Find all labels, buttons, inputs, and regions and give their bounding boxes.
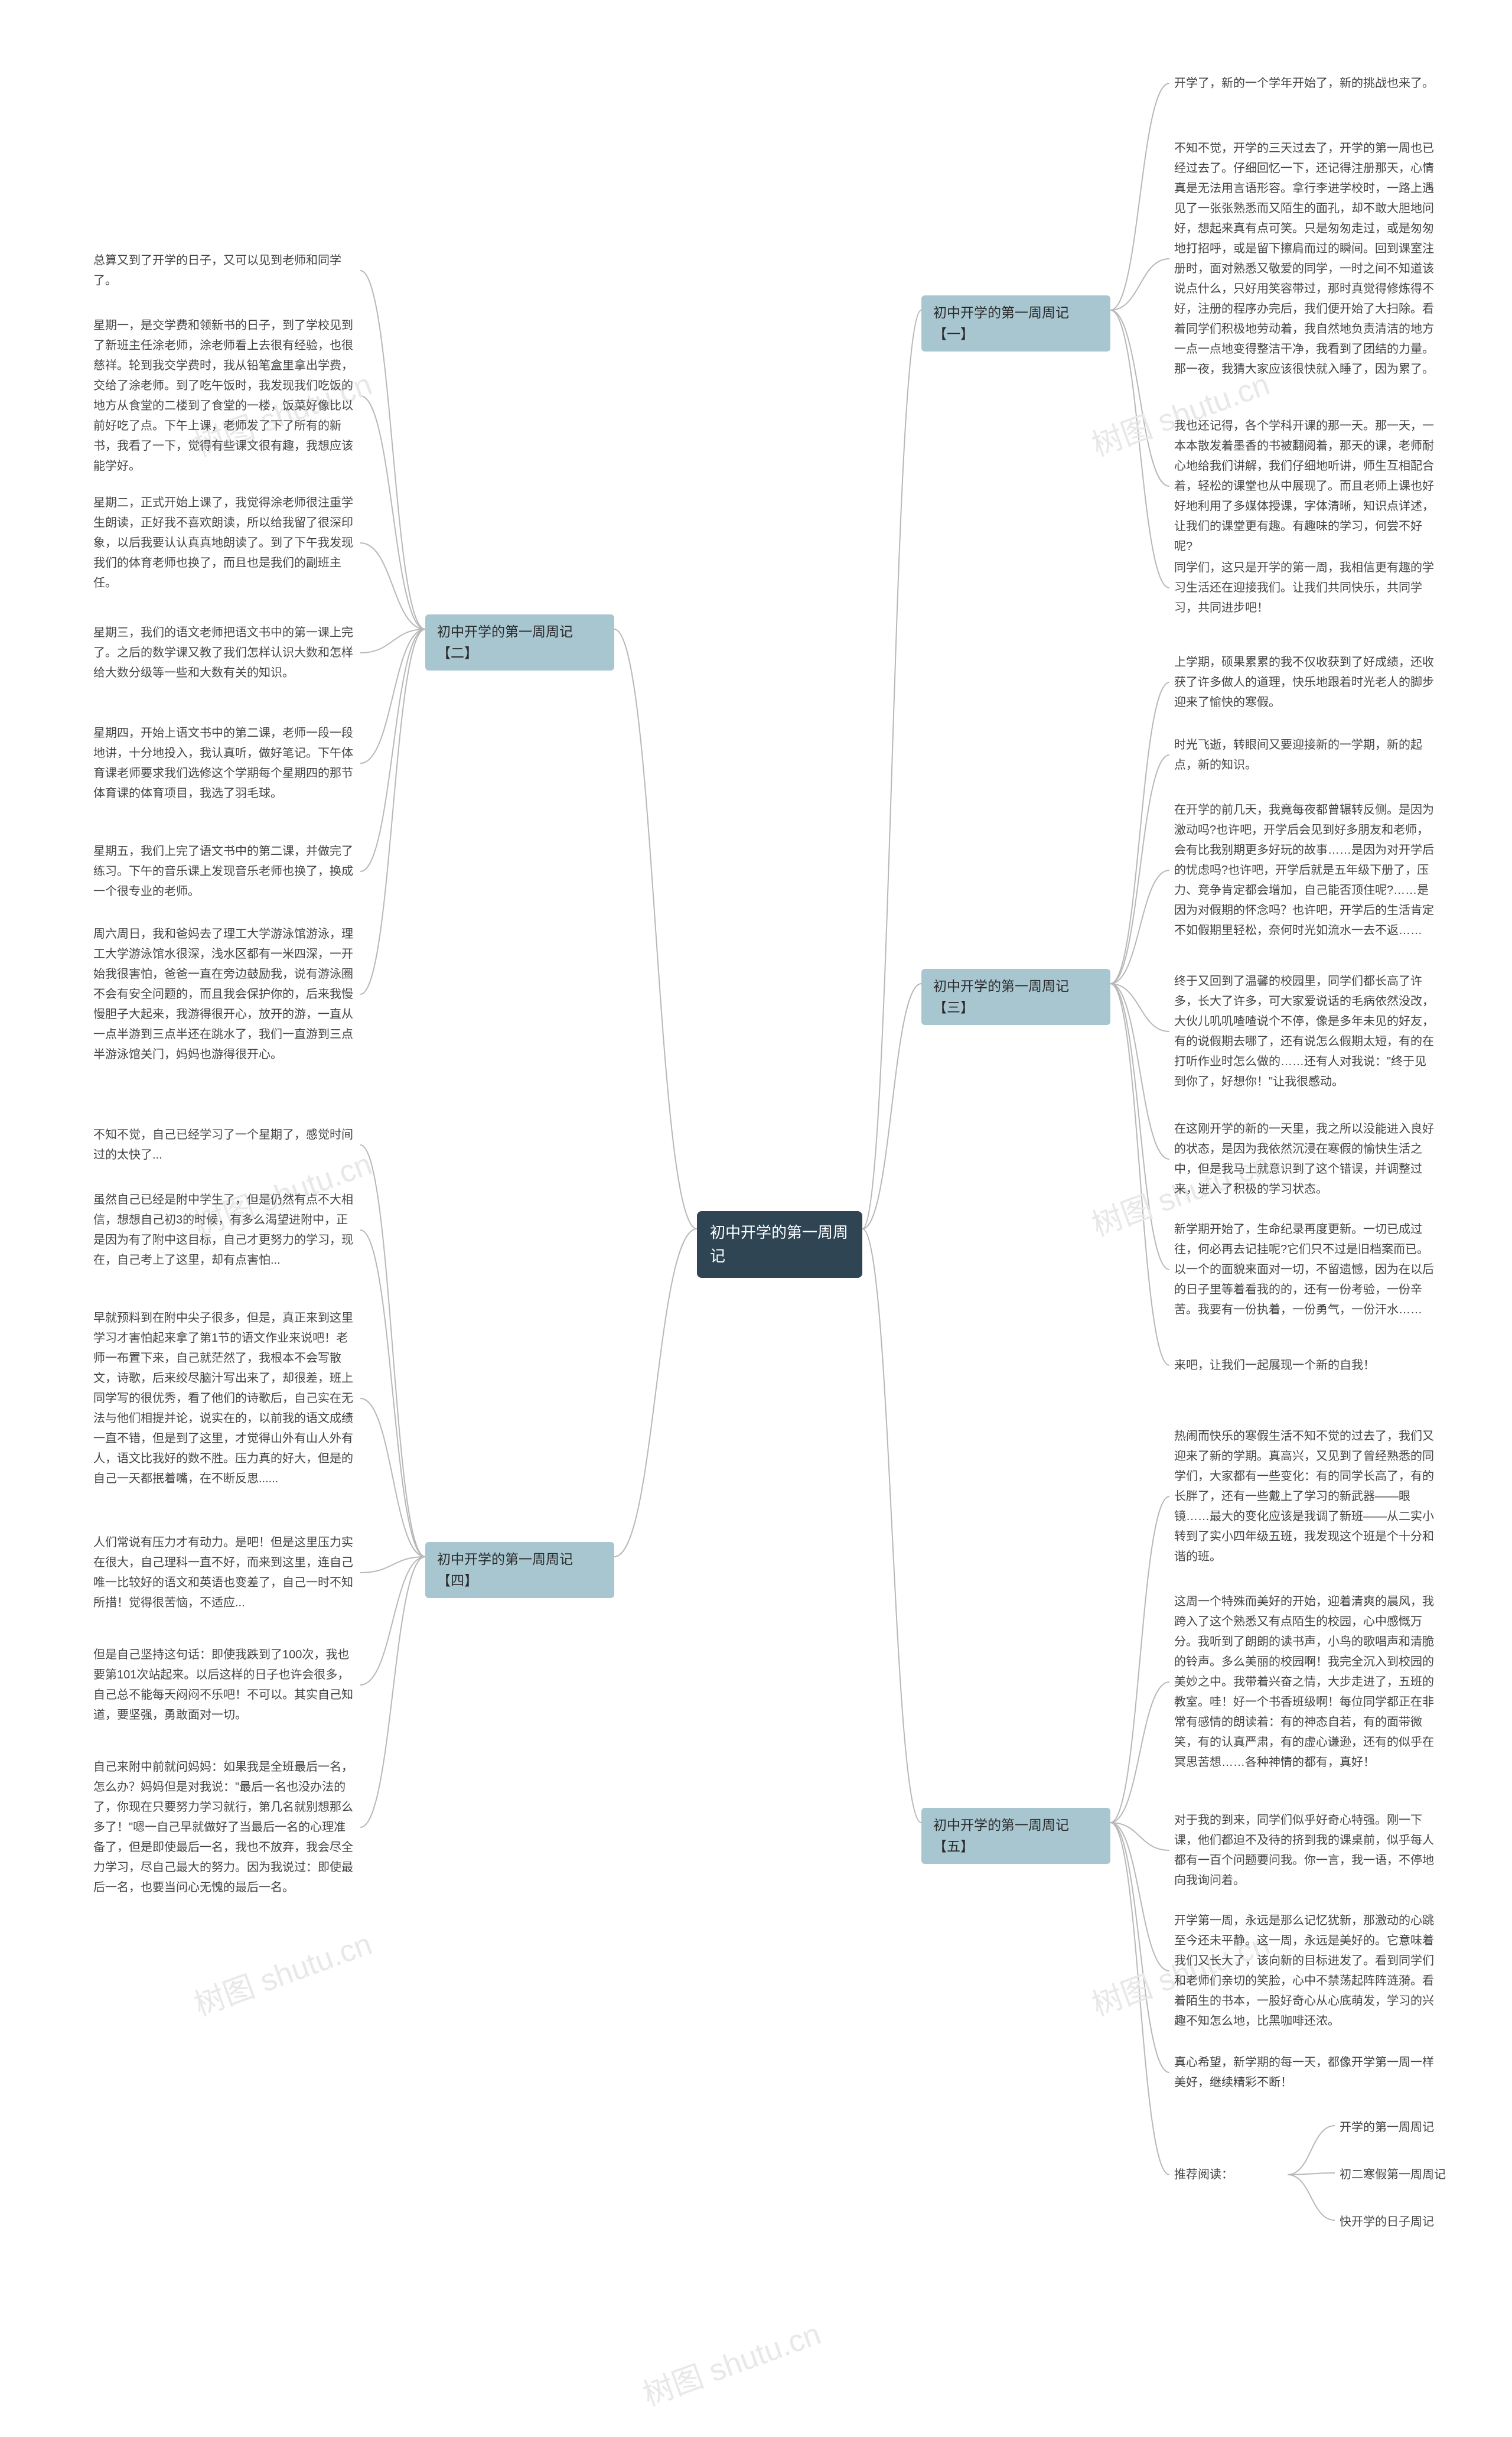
leaf-node: 不知不觉，开学的三天过去了，开学的第一周也已经过去了。仔细回忆一下，还记得注册那… (1169, 136, 1441, 382)
leaf-node: 自己来附中前就问妈妈：如果我是全班最后一名，怎么办？妈妈但是对我说："最后一名也… (89, 1755, 360, 1900)
leaf-node: 星期三，我们的语文老师把语文书中的第一课上完了。之后的数学课又教了我们怎样认识大… (89, 620, 360, 685)
leaf-node: 真心希望，新学期的每一天，都像开学第一周一样美好，继续精彩不断！ (1169, 2050, 1441, 2095)
branch-node: 初中开学的第一周周记【五】 (921, 1808, 1110, 1864)
leaf-node: 星期四，开始上语文书中的第二课，老师一段一段地讲，十分地投入，我认真听，做好笔记… (89, 721, 360, 806)
leaf-node: 星期二，正式开始上课了，我觉得涂老师很注重学生朗读，正好我不喜欢朗读，所以给我留… (89, 490, 360, 596)
leaf-node: 周六周日，我和爸妈去了理工大学游泳馆游泳，理工大学游泳馆水很深，浅水区都有一米四… (89, 922, 360, 1067)
leaf-node: 推荐阅读： (1169, 2162, 1288, 2187)
branch-node: 初中开学的第一周周记【一】 (921, 295, 1110, 352)
leaf-sub-node: 初二寒假第一周周记 (1335, 2162, 1477, 2187)
leaf-node: 同学们，这只是开学的第一周，我相信更有趣的学习生活还在迎接我们。让我们共同快乐，… (1169, 555, 1441, 620)
leaf-node: 新学期开始了，生命纪录再度更新。一切已成过往，何必再去记挂呢?它们只不过是旧档案… (1169, 1217, 1441, 1322)
leaf-node: 总算又到了开学的日子，又可以见到老师和同学了。 (89, 248, 360, 293)
leaf-node: 对于我的到来，同学们似乎好奇心特强。刚一下课，他们都迫不及待的挤到我的课桌前，似… (1169, 1808, 1441, 1893)
leaf-node: 我也还记得，各个学科开课的那一天。那一天，一本本散发着墨香的书被翻阅着，那天的课… (1169, 414, 1441, 559)
leaf-node: 开学第一周，永远是那么记忆犹新，那激动的心跳至今还未平静。这一周，永远是美好的。… (1169, 1908, 1441, 2033)
leaf-node: 虽然自己已经是附中学生了，但是仍然有点不大相信，想想自己初3的时候，有多么渴望进… (89, 1187, 360, 1273)
leaf-node: 早就预料到在附中尖子很多，但是，真正来到这里学习才害怕起来拿了第1节的语文作业来… (89, 1306, 360, 1491)
leaf-sub-node: 快开学的日子周记 (1335, 2210, 1465, 2234)
leaf-node: 不知不觉，自己已经学习了一个星期了，感觉时间过的太快了... (89, 1122, 360, 1167)
leaf-node: 人们常说有压力才有动力。是吧！但是这里压力实在很大，自己理科一直不好，而来到这里… (89, 1530, 360, 1615)
leaf-node: 开学了，新的一个学年开始了，新的挑战也来了。 (1169, 71, 1441, 96)
leaf-node: 但是自己坚持这句话：即使我跌到了100次，我也要第101次站起来。以后这样的日子… (89, 1642, 360, 1727)
leaf-node: 在开学的前几天，我竟每夜都曾辗转反侧。是因为激动吗?也许吧，开学后会见到好多朋友… (1169, 798, 1441, 943)
branch-node: 初中开学的第一周周记【二】 (425, 614, 614, 671)
leaf-sub-node: 开学的第一周周记 (1335, 2115, 1465, 2140)
leaf-node: 来吧，让我们一起展现一个新的自我！ (1169, 1353, 1441, 1378)
branch-node: 初中开学的第一周周记【三】 (921, 969, 1110, 1025)
leaf-node: 星期一，是交学费和领新书的日子，到了学校见到了新班主任涂老师，涂老师看上去很有经… (89, 313, 360, 479)
leaf-node: 上学期，硕果累累的我不仅收获到了好成绩，还收获了许多做人的道理，快乐地跟着时光老… (1169, 650, 1441, 715)
leaf-node: 热闹而快乐的寒假生活不知不觉的过去了，我们又迎来了新的学期。真高兴，又见到了曾经… (1169, 1424, 1441, 1569)
root-node: 初中开学的第一周周记 (697, 1211, 862, 1278)
leaf-node: 终于又回到了温馨的校园里，同学们都长高了许多，长大了许多，可大家爱说话的毛病依然… (1169, 969, 1441, 1094)
leaf-node: 这周一个特殊而美好的开始，迎着清爽的晨风，我跨入了这个熟悉又有点陌生的校园，心中… (1169, 1589, 1441, 1775)
leaf-node: 时光飞逝，转眼间又要迎接新的一学期，新的起点，新的知识。 (1169, 733, 1441, 777)
leaf-node: 在这刚开学的新的一天里，我之所以没能进入良好的状态，是因为我依然沉浸在寒假的愉快… (1169, 1117, 1441, 1202)
branch-node: 初中开学的第一周周记【四】 (425, 1542, 614, 1598)
leaf-node: 星期五，我们上完了语文书中的第二课，并做完了练习。下午的音乐课上发现音乐老师也换… (89, 839, 360, 904)
